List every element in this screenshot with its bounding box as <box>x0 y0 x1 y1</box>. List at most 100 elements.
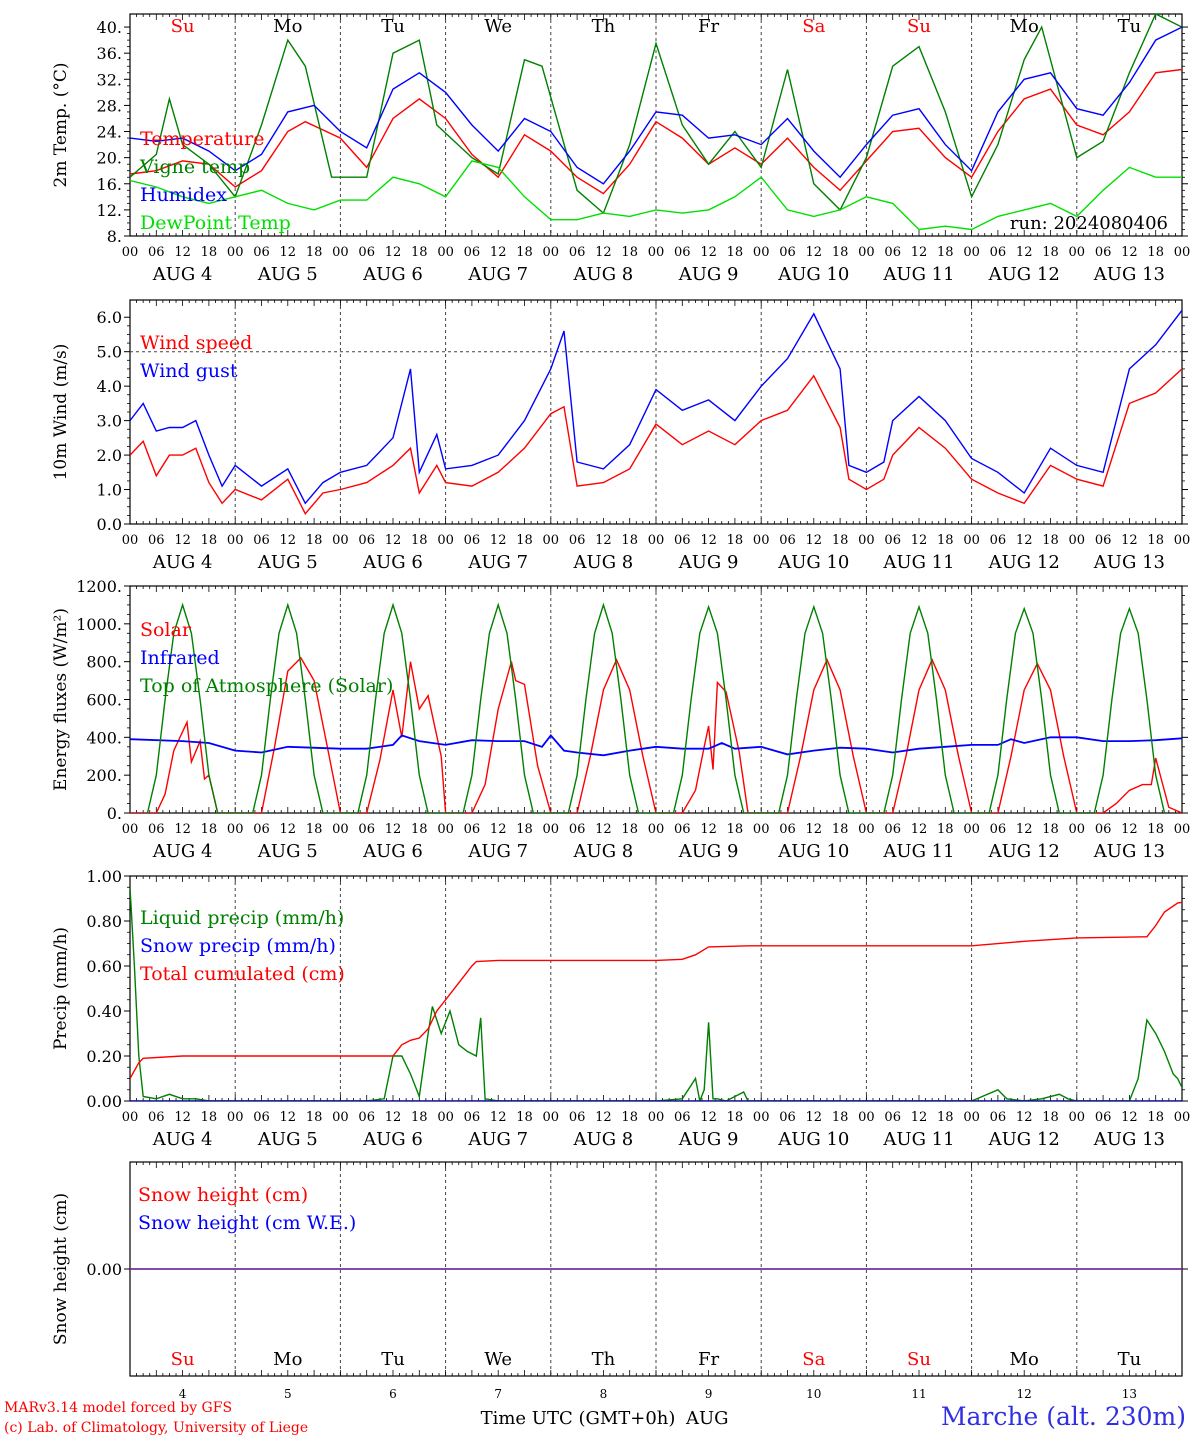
hour-tick-label: 00 <box>437 245 454 260</box>
weekday-label: Su <box>171 1349 195 1370</box>
y-tick-label: 200. <box>86 766 122 785</box>
hour-tick-label: 00 <box>1174 822 1191 837</box>
y-axis-label: Snow height (cm) <box>51 1193 71 1345</box>
date-label: AUG 8 <box>573 264 634 285</box>
y-tick-label: 1000. <box>76 615 122 634</box>
hour-tick-label: 00 <box>1174 245 1191 260</box>
weekday-label: Tu <box>1118 1349 1142 1370</box>
y-tick-label: 400. <box>86 728 122 747</box>
hour-tick-label: 06 <box>358 533 375 548</box>
hour-tick-label: 12 <box>490 533 507 548</box>
date-label: AUG 7 <box>467 1129 528 1150</box>
hour-tick-label: 12 <box>490 1110 507 1125</box>
hour-tick-label: 12 <box>490 245 507 260</box>
hour-tick-label: 00 <box>332 533 349 548</box>
hour-tick-label: 12 <box>911 822 928 837</box>
y-tick-label: 0.80 <box>86 912 122 931</box>
lab-credit: (c) Lab. of Climatology, University of L… <box>4 1420 309 1436</box>
series-infrared <box>130 733 1182 757</box>
hour-tick-label: 00 <box>858 1110 875 1125</box>
hour-tick-label: 06 <box>779 533 796 548</box>
hour-tick-label: 12 <box>280 533 297 548</box>
hour-tick-label: 00 <box>648 822 665 837</box>
date-label: AUG 13 <box>1093 841 1165 862</box>
hour-tick-label: 06 <box>569 822 586 837</box>
date-label: AUG 9 <box>678 264 739 285</box>
hour-tick-label: 18 <box>306 245 323 260</box>
hour-tick-label: 12 <box>280 1110 297 1125</box>
series-wind-gust <box>130 309 1182 505</box>
y-axis-label: Energy fluxes (W/m²) <box>51 608 71 791</box>
date-label: AUG 13 <box>1093 1129 1165 1150</box>
hour-tick-label: 06 <box>990 533 1007 548</box>
series-temperature <box>130 68 1182 195</box>
hour-tick-label: 18 <box>1147 822 1164 837</box>
hour-tick-label: 18 <box>937 822 954 837</box>
hour-tick-label: 12 <box>700 533 717 548</box>
hour-tick-label: 12 <box>911 1110 928 1125</box>
date-label: AUG 13 <box>1093 264 1165 285</box>
series-vigne-temp <box>130 13 1182 215</box>
legend-entry: Wind speed <box>140 332 252 354</box>
series-liquid-precip-mm-h <box>130 887 1182 1101</box>
hour-tick-label: 06 <box>779 245 796 260</box>
date-label: AUG 12 <box>988 1129 1060 1150</box>
hour-tick-label: 06 <box>884 822 901 837</box>
date-label: AUG 13 <box>1093 552 1165 573</box>
date-label: AUG 8 <box>573 1129 634 1150</box>
hour-tick-label: 18 <box>411 245 428 260</box>
weekday-label: We <box>484 1349 512 1370</box>
y-tick-label: 0.00 <box>86 1260 122 1279</box>
hour-tick-label: 18 <box>832 533 849 548</box>
hour-tick-label: 18 <box>1042 1110 1059 1125</box>
date-label: AUG 12 <box>988 552 1060 573</box>
hour-tick-label: 18 <box>516 1110 533 1125</box>
hour-tick-label: 06 <box>358 1110 375 1125</box>
date-label: AUG 10 <box>777 841 849 862</box>
weekday-label: We <box>484 16 512 37</box>
hour-tick-label: 00 <box>1069 822 1086 837</box>
weekday-label: Tu <box>381 1349 405 1370</box>
hour-tick-label: 00 <box>227 245 244 260</box>
hour-tick-label: 12 <box>174 1110 191 1125</box>
hour-tick-label: 00 <box>122 533 139 548</box>
panel-2: 0.0 1.0 2.0 3.0 4.0 5.0 6.0 10m Wind (m/s) Wind … <box>51 299 1190 573</box>
date-number-label: 9 <box>705 1387 713 1401</box>
hour-tick-label: 06 <box>674 822 691 837</box>
hour-tick-label: 18 <box>201 822 218 837</box>
y-tick-label: 1.0 <box>97 481 122 500</box>
date-label: AUG 7 <box>467 841 528 862</box>
hour-tick-label: 00 <box>1069 1110 1086 1125</box>
y-tick-label: 1.00 <box>86 867 122 886</box>
hour-tick-label: 06 <box>884 1110 901 1125</box>
hour-tick-label: 12 <box>806 245 823 260</box>
date-label: AUG 11 <box>882 841 954 862</box>
hour-tick-label: 06 <box>569 1110 586 1125</box>
hour-tick-label: 06 <box>990 1110 1007 1125</box>
legend-entry: Snow height (cm W.E.) <box>138 1212 356 1234</box>
date-label: AUG 8 <box>573 841 634 862</box>
series-solar <box>130 656 1182 813</box>
series-humidex <box>130 26 1182 185</box>
hour-tick-label: 18 <box>201 1110 218 1125</box>
hour-tick-label: 12 <box>1121 1110 1138 1125</box>
hour-tick-label: 18 <box>621 245 638 260</box>
time-axis-label: Time UTC (GMT+0h) <box>481 1408 676 1429</box>
hour-tick-label: 00 <box>858 245 875 260</box>
hour-tick-label: 00 <box>963 1110 980 1125</box>
hour-tick-label: 06 <box>253 822 270 837</box>
y-tick-label: 28. <box>97 96 122 115</box>
hour-tick-label: 12 <box>490 822 507 837</box>
hour-tick-label: 00 <box>227 533 244 548</box>
hour-tick-label: 12 <box>806 533 823 548</box>
y-tick-label: 0.40 <box>86 1002 122 1021</box>
hour-tick-label: 00 <box>753 822 770 837</box>
y-tick-label: 20. <box>97 149 122 168</box>
y-tick-label: 4.0 <box>97 377 122 396</box>
y-tick-label: 2.0 <box>97 446 122 465</box>
date-label: AUG 11 <box>882 552 954 573</box>
hour-tick-label: 06 <box>674 533 691 548</box>
hour-tick-label: 12 <box>1016 533 1033 548</box>
hour-tick-label: 06 <box>1095 1110 1112 1125</box>
hour-tick-label: 00 <box>122 1110 139 1125</box>
